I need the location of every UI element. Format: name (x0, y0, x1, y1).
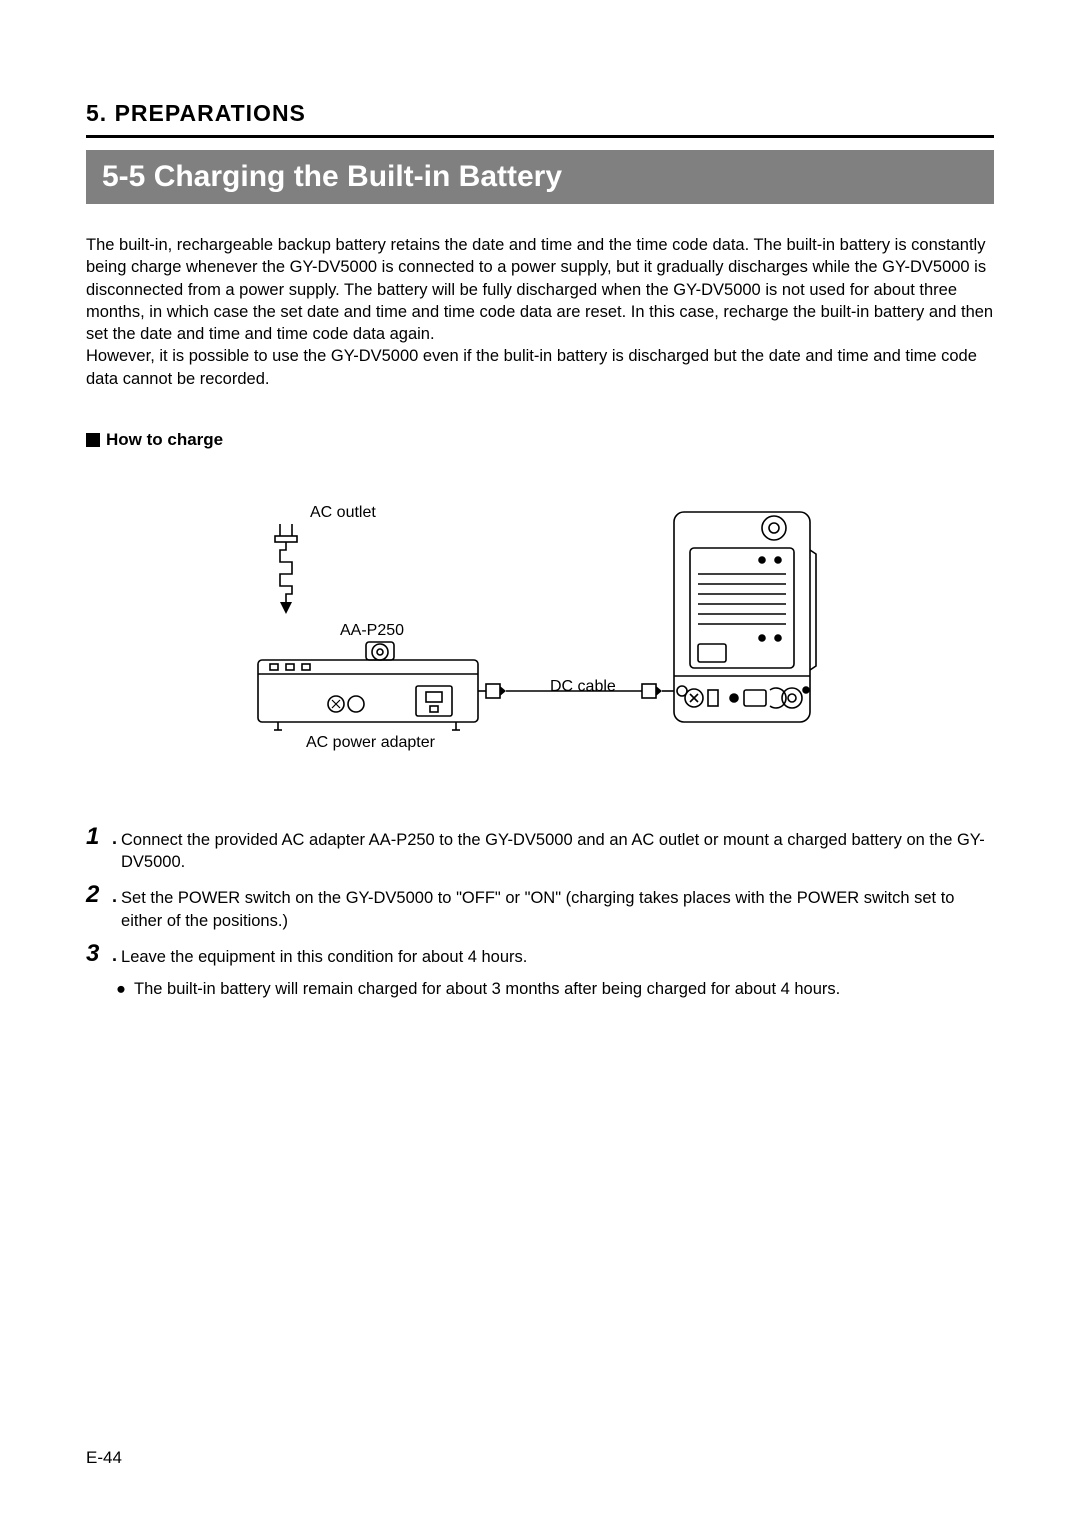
intro-para-1: The built-in, rechargeable backup batter… (86, 234, 994, 345)
page: 5. PREPARATIONS 5-5 Charging the Built-i… (0, 0, 1080, 1060)
chapter-title: 5. PREPARATIONS (86, 100, 994, 127)
step-number: 3 (86, 942, 112, 966)
diagram-container: AC outlet AA-P250 DC cable AC power adap… (86, 490, 994, 765)
intro-text: The built-in, rechargeable backup batter… (86, 234, 994, 390)
step-text: Connect the provided AC adapter AA-P250 … (121, 825, 994, 874)
step-item: 2 . Set the POWER switch on the GY-DV500… (86, 883, 994, 932)
page-number: E-44 (86, 1448, 122, 1468)
step-item: 3 . Leave the equipment in this conditio… (86, 942, 994, 968)
charging-diagram: AC outlet AA-P250 DC cable AC power adap… (250, 490, 830, 765)
step-item: 1 . Connect the provided AC adapter AA-P… (86, 825, 994, 874)
step-text: Set the POWER switch on the GY-DV5000 to… (121, 883, 994, 932)
step-number: 1 (86, 825, 112, 849)
step-period: . (112, 883, 121, 907)
diagram-label-ac-outlet: AC outlet (310, 504, 376, 522)
diagram-label-aa-p250: AA-P250 (340, 622, 404, 640)
divider (86, 135, 994, 138)
step-text: Leave the equipment in this condition fo… (121, 942, 994, 968)
subhead-text: How to charge (106, 430, 223, 450)
step-period: . (112, 942, 121, 966)
diagram-svg (250, 490, 830, 760)
subhead-row: How to charge (86, 430, 994, 450)
step-period: . (112, 825, 121, 849)
bullet-dot-icon: ● (116, 978, 134, 1000)
step-number: 2 (86, 883, 112, 907)
step-sub-bullet: ● The built-in battery will remain charg… (116, 978, 994, 1000)
section-banner: 5-5 Charging the Built-in Battery (86, 150, 994, 204)
diagram-label-ac-power-adapter: AC power adapter (306, 734, 435, 752)
diagram-label-dc-cable: DC cable (550, 678, 616, 696)
intro-para-2: However, it is possible to use the GY-DV… (86, 345, 994, 390)
bullet-text: The built-in battery will remain charged… (134, 978, 840, 1000)
square-bullet-icon (86, 433, 100, 447)
steps-list: 1 . Connect the provided AC adapter AA-P… (86, 825, 994, 1001)
